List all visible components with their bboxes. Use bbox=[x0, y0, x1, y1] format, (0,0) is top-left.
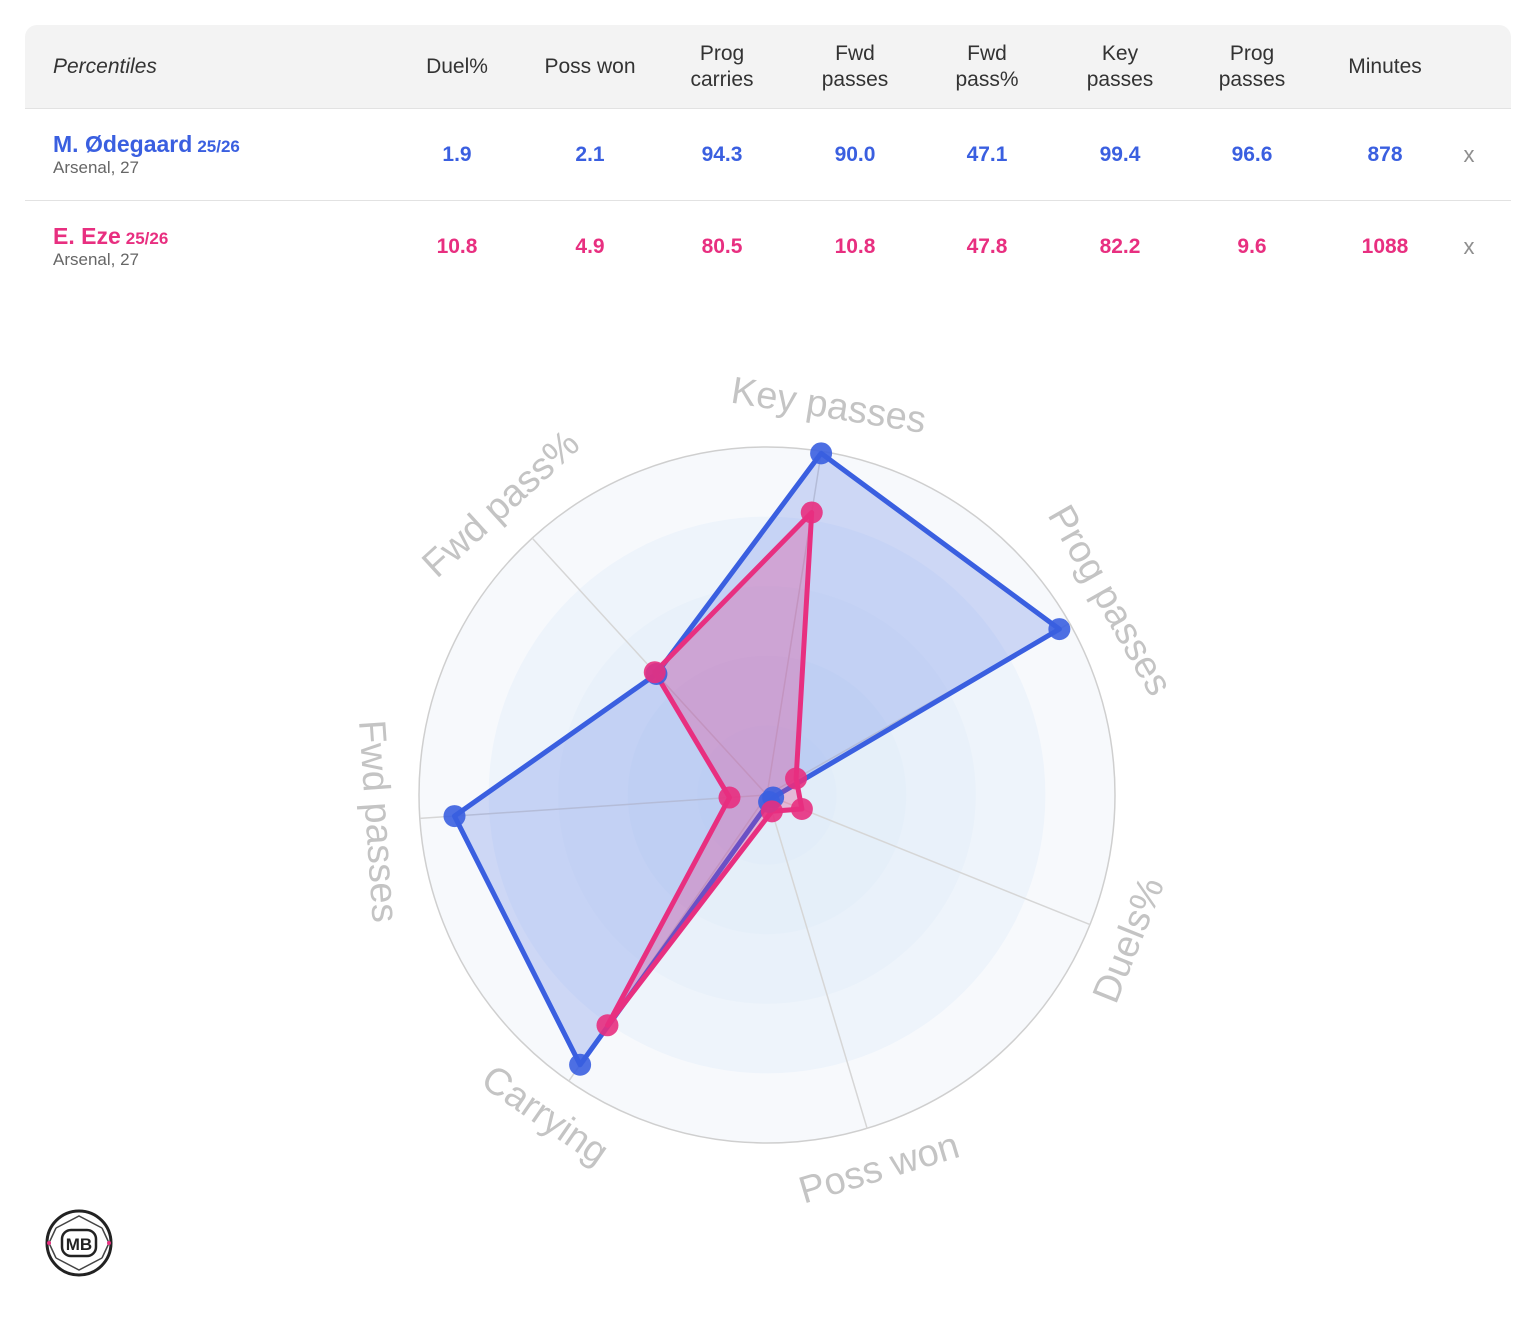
series-1-point bbox=[800, 501, 823, 524]
player-row: M. Ødegaard 25/26 Arsenal, 27 1.9 2.1 94.3 90.… bbox=[25, 109, 1511, 201]
player-name-text: E. Eze bbox=[53, 223, 121, 249]
player-club: Arsenal, 27 bbox=[53, 250, 139, 269]
player-name[interactable]: M. Ødegaard 25/26 bbox=[53, 131, 240, 158]
table-cell: 47.1 bbox=[966, 142, 1008, 166]
header-col-5-line-1: passes bbox=[1086, 67, 1154, 91]
table-header: Percentiles Duel% Poss won Prog carries Fwd p… bbox=[25, 25, 1511, 109]
player-name[interactable]: E. Eze 25/26 bbox=[53, 223, 168, 250]
table-cell: 90.0 bbox=[834, 142, 876, 166]
series-0-point bbox=[1048, 618, 1071, 641]
table-cell: 94.3 bbox=[701, 142, 743, 166]
header-col-6-line-0: Prog bbox=[1229, 41, 1275, 65]
header-col-4-line-1: pass% bbox=[955, 67, 1019, 91]
series-area-0 bbox=[452, 450, 1062, 1068]
table-cell: 1088 bbox=[1361, 234, 1409, 258]
header-col-5-line-0: Key bbox=[1101, 41, 1139, 65]
series-0-point bbox=[810, 442, 833, 465]
player-name-text: M. Ødegaard bbox=[53, 131, 193, 157]
series-1-point bbox=[760, 800, 783, 823]
header-col-5[interactable]: Key passes bbox=[1055, 25, 1185, 108]
header-col-2-line-0: Prog bbox=[699, 41, 745, 65]
header-col-7[interactable]: Minutes bbox=[1320, 25, 1450, 108]
header-col-0[interactable]: Duel% bbox=[392, 25, 522, 108]
header-col-3-line-1: passes bbox=[821, 67, 889, 91]
table-cell: 80.5 bbox=[701, 234, 743, 258]
series-0-point bbox=[443, 805, 466, 828]
player-season: 25/26 bbox=[197, 137, 240, 156]
header-col-4[interactable]: Fwd pass% bbox=[922, 25, 1052, 108]
table-cell: 10.8 bbox=[436, 234, 478, 258]
player-club: Arsenal, 27 bbox=[53, 158, 139, 177]
radar-spoke bbox=[419, 794, 768, 820]
header-col-4-line-0: Fwd bbox=[967, 41, 1007, 65]
header-col-6-line-1: passes bbox=[1218, 67, 1286, 91]
header-col-3[interactable]: Fwd passes bbox=[790, 25, 920, 108]
header-col-7-line-0: Minutes bbox=[1348, 54, 1422, 78]
header-col-2-line-1: carries bbox=[690, 67, 754, 91]
table-cell: 1.9 bbox=[442, 142, 472, 166]
series-1-point bbox=[718, 786, 741, 809]
remove-player-button[interactable]: x bbox=[1463, 141, 1475, 167]
header-col-6[interactable]: Prog passes bbox=[1187, 25, 1317, 108]
header-percentiles: Percentiles bbox=[53, 54, 157, 78]
table-cell: 82.2 bbox=[1099, 234, 1141, 258]
header-col-1[interactable]: Poss won bbox=[525, 25, 655, 108]
header-col-2[interactable]: Prog carries bbox=[657, 25, 787, 108]
series-1-point bbox=[596, 1014, 619, 1037]
header-col-3-line-0: Fwd bbox=[835, 41, 875, 65]
radar-spoke bbox=[766, 794, 868, 1129]
player-season: 25/26 bbox=[125, 229, 169, 248]
table-cell: 4.9 bbox=[575, 234, 605, 258]
table-cell: 2.1 bbox=[575, 142, 605, 166]
radar-spoke bbox=[766, 794, 1091, 926]
header-col-1-line-0: Poss won bbox=[544, 54, 636, 78]
table-body: M. Ødegaard 25/26 Arsenal, 27 1.9 2.1 94.3 90.… bbox=[25, 109, 1511, 292]
axis-label: Fwd passes bbox=[350, 719, 406, 924]
player-row: E. Eze 25/26 Arsenal, 27 10.8 4.9 80.5 10.8 47.… bbox=[25, 201, 1511, 292]
remove-player-button[interactable]: x bbox=[1463, 233, 1475, 259]
mb-logo: MB bbox=[45, 1209, 113, 1277]
table-cell: 10.8 bbox=[834, 234, 876, 258]
series-1-point bbox=[790, 797, 813, 820]
table-cell: 96.6 bbox=[1231, 142, 1273, 166]
series-1-point bbox=[643, 661, 666, 684]
series-1-point bbox=[785, 767, 808, 790]
series-0-point bbox=[569, 1053, 592, 1076]
table-cell: 9.6 bbox=[1237, 234, 1267, 258]
axis-label: Key passes bbox=[728, 370, 929, 442]
table-cell: 47.8 bbox=[966, 234, 1008, 258]
percentiles-table: Percentiles Duel% Poss won Prog carries Fwd p… bbox=[25, 25, 1511, 292]
table-cell: 99.4 bbox=[1099, 142, 1141, 166]
header-col-0-line-0: Duel% bbox=[426, 54, 488, 78]
table-cell: 878 bbox=[1367, 142, 1403, 166]
logo-text: MB bbox=[66, 1235, 92, 1254]
